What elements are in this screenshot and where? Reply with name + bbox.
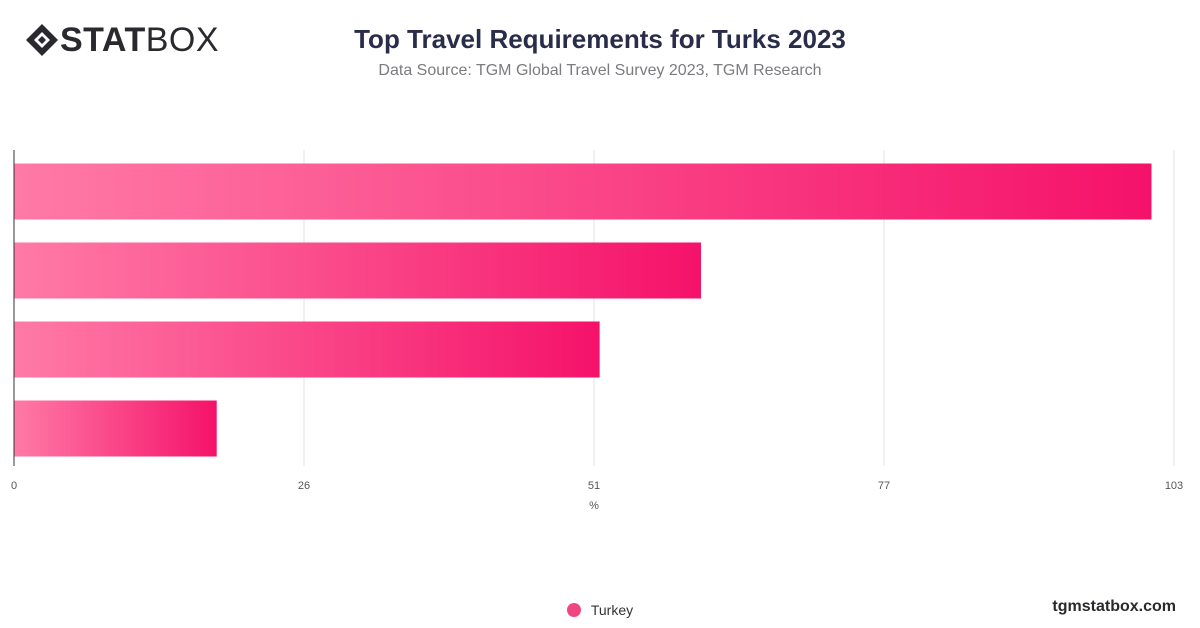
x-tick-label: 77 bbox=[878, 480, 890, 492]
legend-marker bbox=[566, 603, 581, 617]
x-tick-label: 103 bbox=[1165, 480, 1183, 492]
bars bbox=[14, 163, 1152, 457]
bar-4 bbox=[14, 400, 217, 457]
logo-wordmark-light: BOX bbox=[145, 21, 220, 59]
chart-subtitle: Data Source: TGM Global Travel Survey 20… bbox=[378, 62, 822, 79]
bar-1 bbox=[14, 163, 1152, 220]
x-axis-label: % bbox=[589, 500, 599, 512]
logo-wordmark-bold: STAT bbox=[60, 21, 146, 59]
statbox-logo: STATBOX bbox=[24, 22, 219, 58]
bar-2 bbox=[14, 242, 701, 299]
legend-label-turkey: Turkey bbox=[590, 602, 634, 618]
x-axis: 0 26 51 77 103 bbox=[11, 150, 1183, 492]
source-url: tgmstatbox.com bbox=[1052, 598, 1176, 615]
x-tick-label: 26 bbox=[298, 480, 310, 492]
chart-title: Top Travel Requirements for Turks 2023 bbox=[354, 24, 846, 54]
diamond-logo-icon bbox=[26, 24, 58, 56]
x-tick-label: 51 bbox=[588, 480, 600, 492]
x-tick-label: 0 bbox=[11, 480, 17, 492]
bar-3 bbox=[14, 321, 600, 378]
legend: Turkey bbox=[0, 602, 1200, 618]
logo-wordmark: STATBOX bbox=[60, 23, 219, 57]
